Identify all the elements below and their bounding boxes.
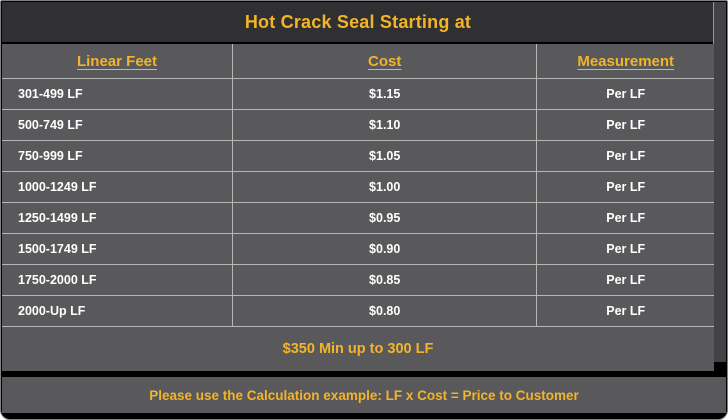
cell-measurement: Per LF bbox=[606, 242, 646, 256]
cell-measurement: Per LF bbox=[606, 304, 646, 318]
header-cost: Cost bbox=[231, 44, 538, 78]
cell-cost: $0.90 bbox=[231, 234, 538, 264]
cell-linear-feet: 1000-1249 LF bbox=[18, 180, 97, 194]
cell-cost: $0.85 bbox=[231, 265, 538, 295]
minimum-note: $350 Min up to 300 LF bbox=[282, 341, 434, 357]
calculation-note: Please use the Calculation example: LF x… bbox=[149, 387, 579, 403]
header-linear-feet: Linear Feet bbox=[76, 52, 157, 70]
table-row: 1250-1499 LF $0.95 Per LF bbox=[2, 203, 714, 234]
table-row: 1000-1249 LF $1.00 Per LF bbox=[2, 172, 714, 203]
table-row: 500-749 LF $1.10 Per LF bbox=[2, 110, 714, 141]
title-bar: Hot Crack Seal Starting at bbox=[2, 2, 714, 42]
cell-cost: $1.00 bbox=[231, 172, 538, 202]
cell-measurement: Per LF bbox=[606, 273, 646, 287]
cell-measurement: Per LF bbox=[606, 180, 646, 194]
right-gutter bbox=[713, 2, 726, 362]
cell-linear-feet: 1250-1499 LF bbox=[18, 211, 97, 225]
table-header-row: Linear Feet Cost Measurement bbox=[2, 44, 714, 79]
cell-measurement: Per LF bbox=[606, 149, 646, 163]
calculation-note-band: Please use the Calculation example: LF x… bbox=[2, 377, 726, 413]
table-row: 301-499 LF $1.15 Per LF bbox=[2, 79, 714, 110]
table-row: 1750-2000 LF $0.85 Per LF bbox=[2, 265, 714, 296]
header-measurement: Measurement bbox=[577, 52, 675, 70]
cell-linear-feet: 301-499 LF bbox=[18, 87, 83, 101]
cell-cost: $0.80 bbox=[231, 296, 538, 326]
cell-measurement: Per LF bbox=[606, 87, 646, 101]
cell-measurement: Per LF bbox=[606, 118, 646, 132]
page-title: Hot Crack Seal Starting at bbox=[244, 11, 472, 32]
cell-linear-feet: 1500-1749 LF bbox=[18, 242, 97, 256]
table-row: 2000-Up LF $0.80 Per LF bbox=[2, 296, 714, 327]
cell-linear-feet: 750-999 LF bbox=[18, 149, 83, 163]
cell-cost: $0.95 bbox=[231, 203, 538, 233]
cell-cost: $1.05 bbox=[231, 141, 538, 171]
minimum-note-row: $350 Min up to 300 LF bbox=[2, 327, 714, 371]
cell-measurement: Per LF bbox=[606, 211, 646, 225]
table-row: 750-999 LF $1.05 Per LF bbox=[2, 141, 714, 172]
pricing-table: Linear Feet Cost Measurement 301-499 LF … bbox=[2, 44, 714, 371]
table-row: 1500-1749 LF $0.90 Per LF bbox=[2, 234, 714, 265]
cell-cost: $1.10 bbox=[231, 110, 538, 140]
cell-linear-feet: 500-749 LF bbox=[18, 118, 83, 132]
cell-linear-feet: 1750-2000 LF bbox=[18, 273, 97, 287]
cell-linear-feet: 2000-Up LF bbox=[18, 304, 86, 318]
cell-cost: $1.15 bbox=[231, 79, 538, 109]
table-body: 301-499 LF $1.15 Per LF 500-749 LF $1.10… bbox=[2, 79, 714, 327]
